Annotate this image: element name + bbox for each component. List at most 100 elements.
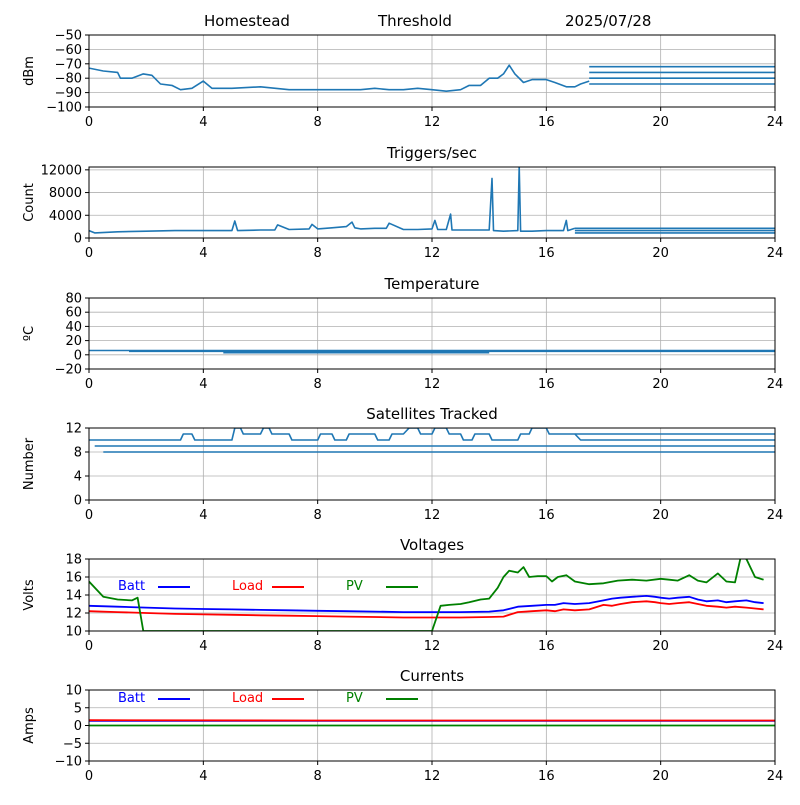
triggers-sec-y-axis-label: Count (22, 183, 37, 222)
x-tick-label: 0 (85, 769, 93, 784)
voltages-chart: 0 4 8 12 16 20 24 10 12 14 16 18 Voltages Volts Batt Lo… (22, 536, 783, 654)
x-tick-label: 16 (538, 377, 555, 392)
x-tick-label: 24 (767, 377, 784, 392)
y-tick-label: 60 (65, 306, 82, 321)
x-tick-label: 8 (314, 639, 322, 654)
x-tick-label: 20 (652, 639, 669, 654)
y-tick-label: −60 (55, 43, 82, 58)
legend-label-batt: Batt (118, 579, 145, 594)
legend-label-pv: PV (346, 691, 363, 706)
currents-title: Currents (400, 667, 464, 685)
y-tick-label: −100 (46, 101, 82, 116)
x-tick-label: 0 (85, 508, 93, 523)
x-tick-label: 0 (85, 377, 93, 392)
y-tick-label: 16 (65, 571, 82, 586)
x-tick-label: 16 (538, 115, 555, 130)
y-tick-label: 18 (65, 553, 82, 568)
y-tick-label: −10 (55, 755, 82, 770)
series-line (89, 166, 575, 233)
currents-chart: 0 4 8 12 16 20 24 −10 −5 0 5 10 Currents Amps Batt Load… (22, 667, 783, 784)
mode-label: Threshold (378, 12, 452, 30)
y-tick-label: −20 (55, 363, 82, 378)
satellites-tracked-chart: 0 4 8 12 16 20 24 0 4 8 12 Satellites Tracked Number (22, 405, 783, 523)
currents-y-axis-label: Amps (22, 707, 37, 744)
x-tick-label: 24 (767, 769, 784, 784)
x-tick-label: 0 (85, 639, 93, 654)
y-tick-label: 12 (65, 422, 82, 437)
legend-label-pv: PV (346, 579, 363, 594)
x-tick-label: 16 (538, 246, 555, 261)
x-tick-label: 4 (199, 246, 207, 261)
x-tick-label: 8 (314, 769, 322, 784)
y-tick-label: 12000 (41, 163, 82, 178)
legend-label-load: Load (232, 691, 263, 706)
voltages-y-axis-label: Volts (22, 579, 37, 611)
x-tick-label: 20 (652, 508, 669, 523)
y-tick-label: 0 (74, 494, 82, 509)
pv-line (89, 557, 764, 631)
x-tick-label: 4 (199, 639, 207, 654)
y-tick-label: 8 (74, 446, 82, 461)
y-tick-label: 14 (65, 589, 82, 604)
date-label: 2025/07/28 (565, 12, 651, 30)
signal-y-axis-label: dBm (22, 56, 37, 86)
y-tick-label: 8000 (49, 186, 82, 201)
satellites-tracked-y-axis-label: Number (22, 437, 37, 490)
y-tick-label: 5 (74, 701, 82, 716)
legend-label-batt: Batt (118, 691, 145, 706)
x-tick-label: 12 (424, 115, 441, 130)
x-tick-label: 16 (538, 639, 555, 654)
y-tick-label: 80 (65, 292, 82, 307)
x-tick-label: 12 (424, 508, 441, 523)
y-tick-label: 12 (65, 607, 82, 622)
y-tick-label: 10 (65, 684, 82, 699)
x-tick-label: 8 (314, 115, 322, 130)
y-tick-label: 0 (74, 232, 82, 247)
legend-label-load: Load (232, 579, 263, 594)
x-tick-label: 20 (652, 115, 669, 130)
x-tick-label: 4 (199, 769, 207, 784)
x-tick-label: 20 (652, 377, 669, 392)
x-tick-label: 8 (314, 377, 322, 392)
triggers-sec-chart: 0 4 8 12 16 20 24 0 4000 8000 12000 Triggers/sec Cou… (22, 144, 783, 261)
x-tick-label: 24 (767, 508, 784, 523)
x-tick-label: 12 (424, 769, 441, 784)
x-tick-label: 12 (424, 246, 441, 261)
x-tick-label: 16 (538, 769, 555, 784)
satellites-tracked-title: Satellites Tracked (366, 405, 497, 423)
x-tick-label: 24 (767, 115, 784, 130)
x-tick-label: 0 (85, 246, 93, 261)
x-tick-label: 12 (424, 377, 441, 392)
y-tick-label: −70 (55, 57, 82, 72)
x-tick-label: 16 (538, 508, 555, 523)
y-tick-label: −5 (63, 737, 82, 752)
y-tick-label: 0 (74, 719, 82, 734)
x-tick-label: 20 (652, 769, 669, 784)
y-tick-label: −80 (55, 72, 82, 87)
temperature-title: Temperature (383, 275, 479, 293)
x-tick-label: 8 (314, 508, 322, 523)
x-tick-label: 4 (199, 377, 207, 392)
voltages-title: Voltages (400, 536, 464, 554)
x-tick-label: 20 (652, 246, 669, 261)
voltages-series-group (89, 557, 764, 631)
triggers-sec-title: Triggers/sec (386, 144, 477, 162)
y-tick-label: 10 (65, 625, 82, 640)
x-tick-label: 4 (199, 508, 207, 523)
x-tick-label: 24 (767, 246, 784, 261)
x-tick-label: 24 (767, 639, 784, 654)
temperature-series-group (89, 351, 775, 353)
y-tick-label: 4 (74, 470, 82, 485)
temperature-y-axis-label: ºC (22, 326, 37, 341)
x-tick-label: 8 (314, 246, 322, 261)
x-tick-label: 12 (424, 639, 441, 654)
y-tick-label: 20 (65, 334, 82, 349)
y-tick-label: 4000 (49, 209, 82, 224)
y-tick-label: −50 (55, 29, 82, 44)
y-tick-label: 0 (74, 348, 82, 363)
x-tick-label: 0 (85, 115, 93, 130)
